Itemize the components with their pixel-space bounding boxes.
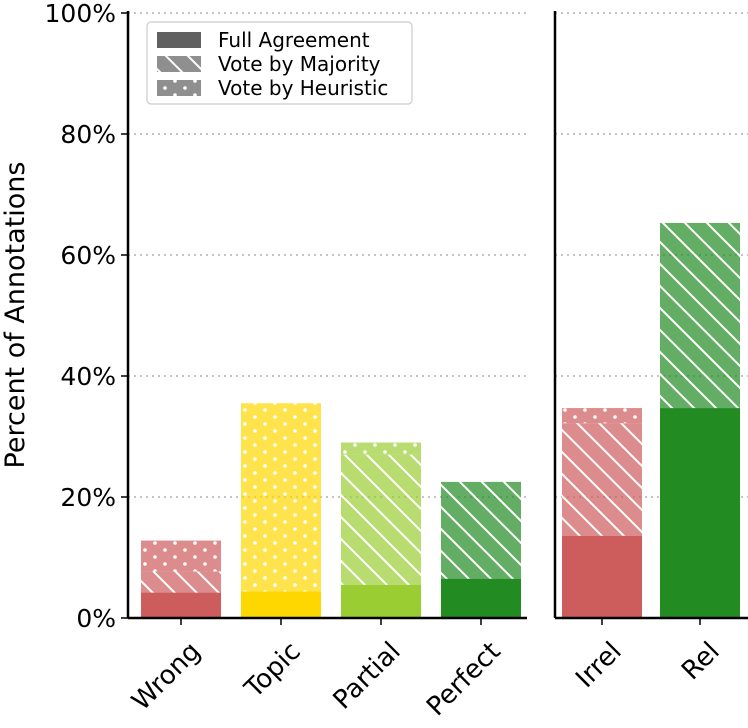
bar-segment-topic-2 xyxy=(241,403,321,592)
bar-segment-irrel-2 xyxy=(562,408,642,424)
bar-segment-rel-1 xyxy=(660,222,740,409)
bar-segment-perfect-0 xyxy=(441,578,521,618)
x-tick-label: Perfect xyxy=(421,636,507,722)
y-axis-label: Percent of Annotations xyxy=(0,162,31,469)
y-tick-label: 100% xyxy=(45,0,116,28)
bar-segment-perfect-1 xyxy=(441,481,521,579)
bar-segment-topic-0 xyxy=(241,591,321,618)
axes xyxy=(126,11,748,620)
bar-segment-irrel-0 xyxy=(562,535,642,618)
bar-segment-partial-0 xyxy=(341,584,421,618)
legend-label: Full Agreement xyxy=(218,28,370,52)
legend-label: Vote by Majority xyxy=(218,52,381,76)
legend-label: Vote by Heuristic xyxy=(218,76,388,100)
bar-segment-wrong-2 xyxy=(141,540,221,572)
x-tick-label: Irrel xyxy=(570,636,627,693)
legend-frame xyxy=(146,21,413,105)
bar-segment-partial-2 xyxy=(341,442,421,455)
legend-swatch-solid xyxy=(157,32,201,48)
x-tick-label: Rel xyxy=(676,636,726,686)
y-ticks: 0% 20% 40% 60% 80% 100% xyxy=(45,0,128,633)
legend-swatch-dots xyxy=(157,80,201,96)
bar-segment-irrel-1 xyxy=(562,423,642,536)
y-tick-label: 40% xyxy=(60,362,116,391)
y-tick-label: 0% xyxy=(76,604,116,633)
x-tick-label: Partial xyxy=(328,636,407,715)
gridlines xyxy=(128,12,748,498)
bar-segment-wrong-0 xyxy=(141,592,221,618)
x-ticks: Wrong Topic Partial Perfect Irrel Rel xyxy=(126,618,726,722)
y-tick-label: 60% xyxy=(60,241,116,270)
x-tick-label: Topic xyxy=(238,636,306,704)
bar-segment-wrong-1 xyxy=(141,571,221,593)
bars xyxy=(141,222,740,618)
bar-segment-partial-1 xyxy=(341,454,421,585)
bar-segment-rel-0 xyxy=(660,408,740,618)
legend-swatch-hatch xyxy=(157,56,201,72)
y-tick-label: 20% xyxy=(60,483,116,512)
y-tick-label: 80% xyxy=(60,120,116,149)
x-tick-label: Wrong xyxy=(126,636,206,716)
